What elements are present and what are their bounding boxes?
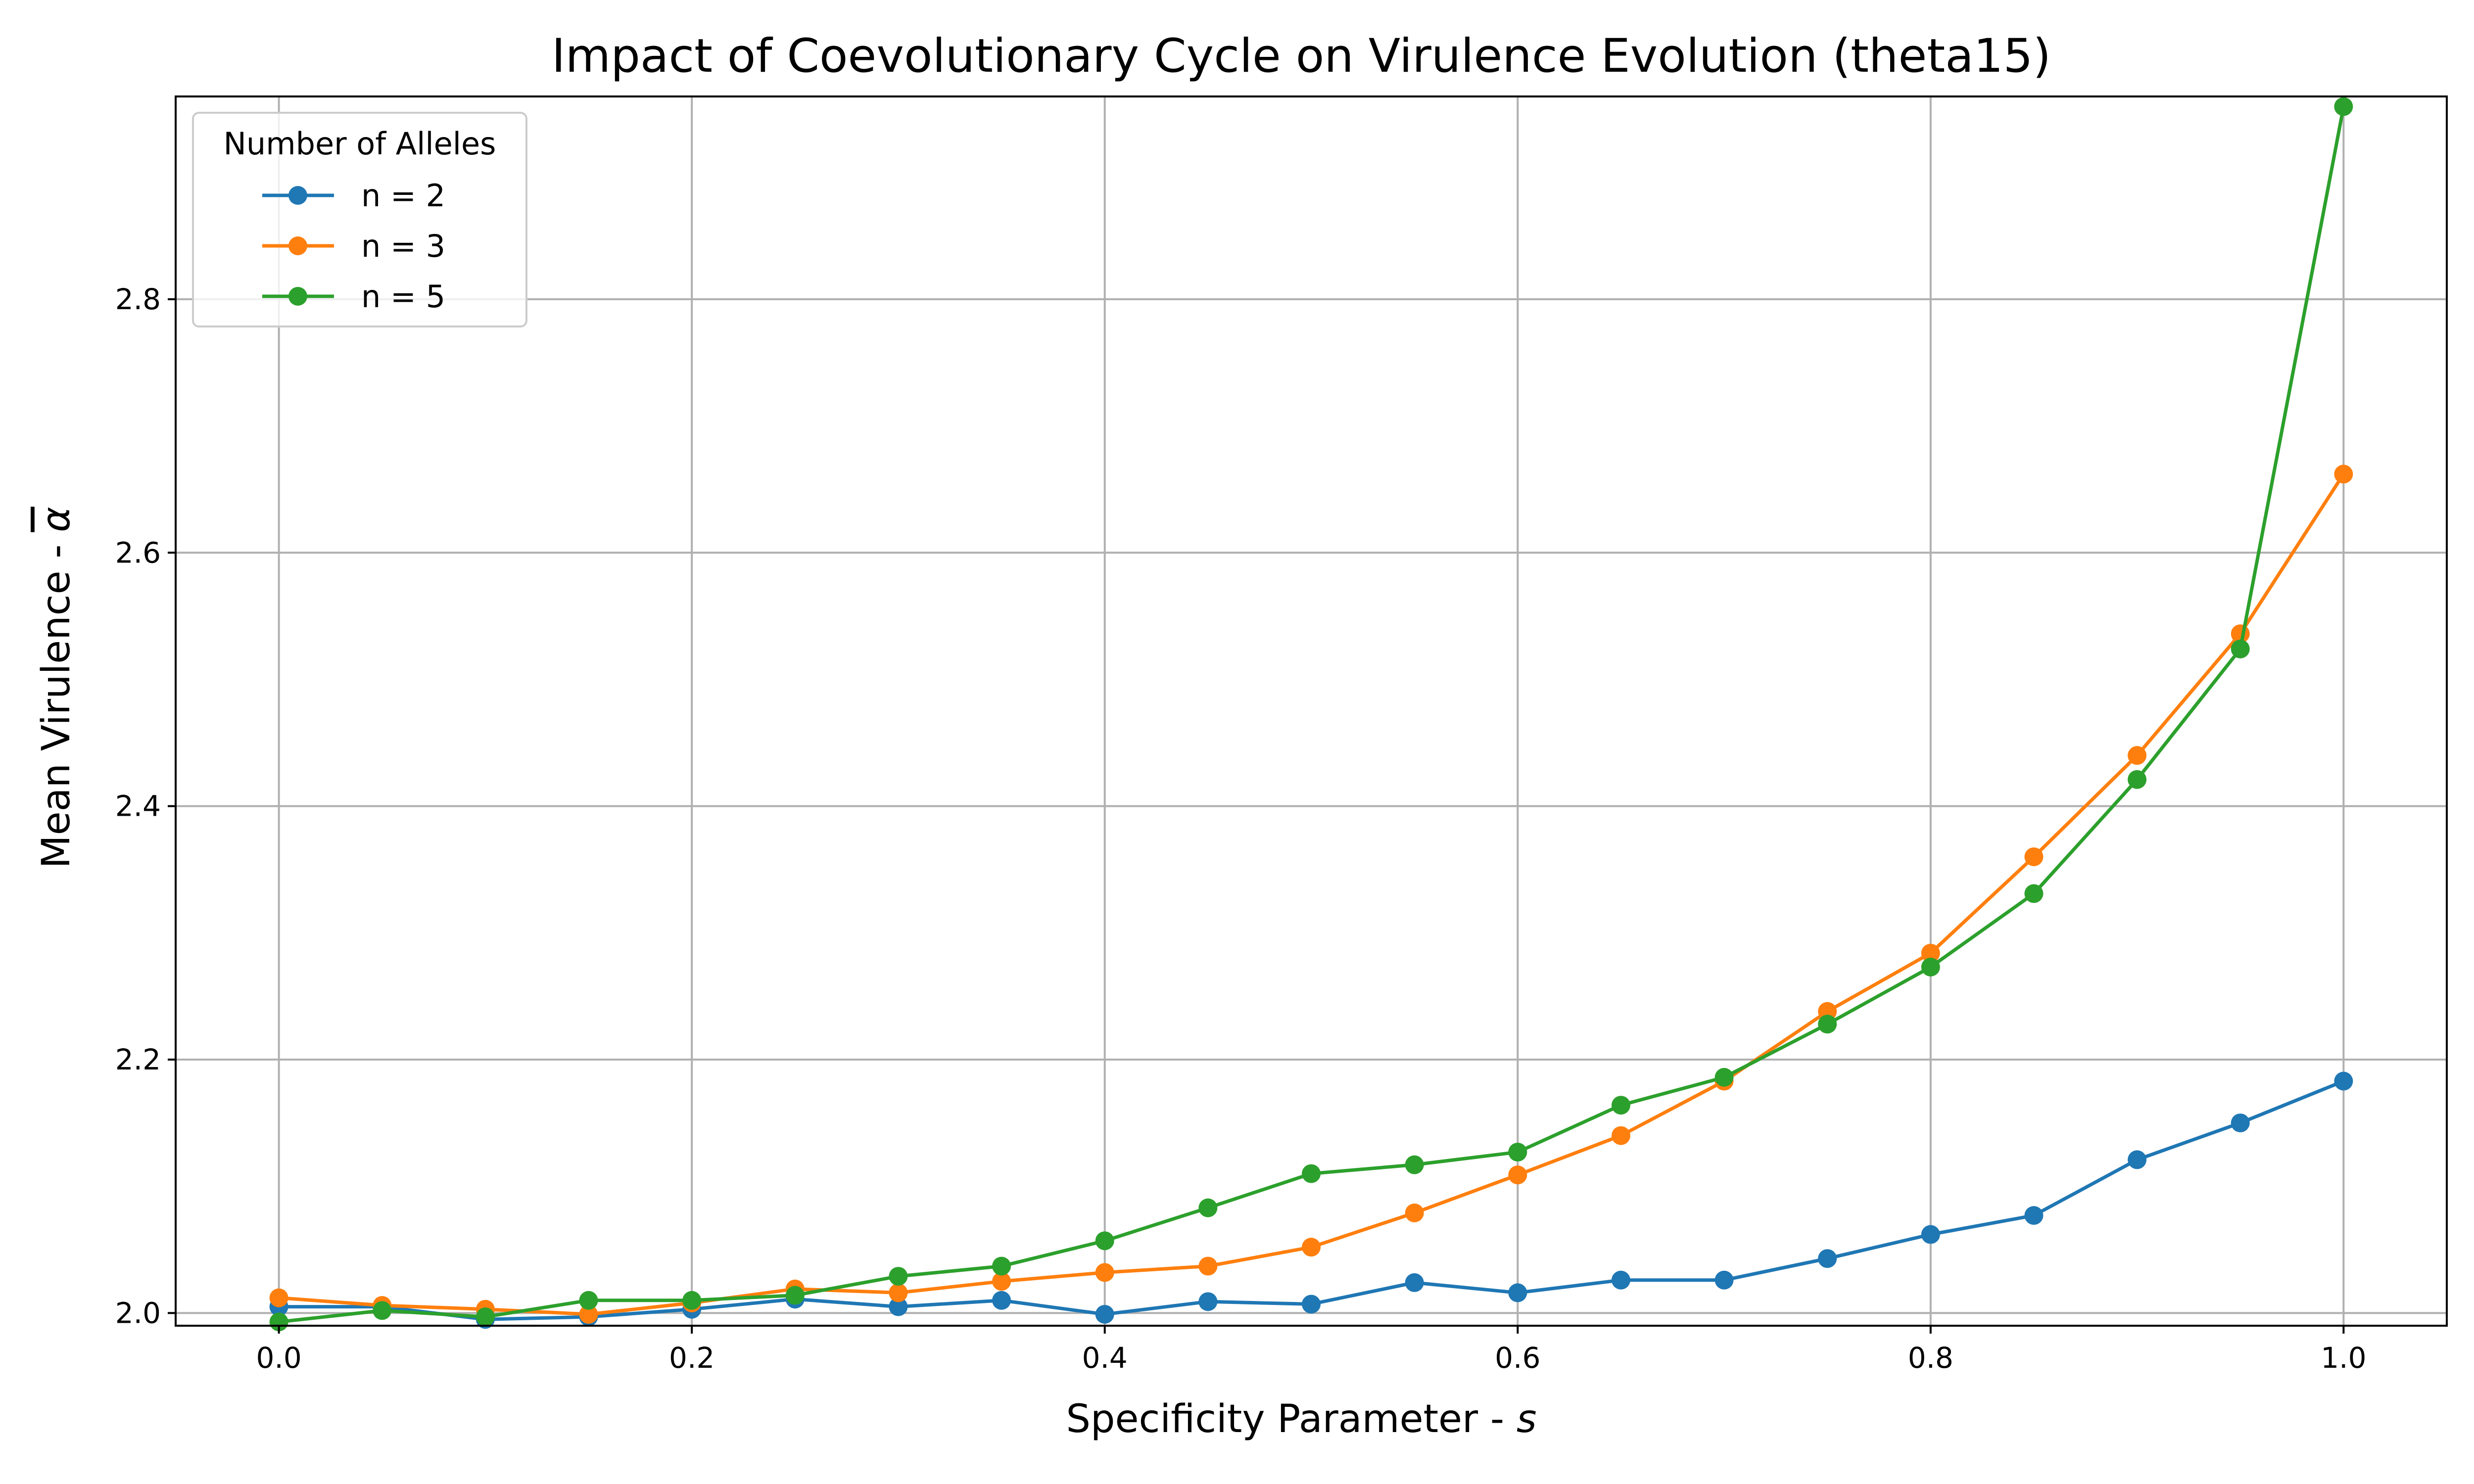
data-point [1714, 1067, 1734, 1087]
y-tick-label: 2.4 [115, 789, 161, 823]
data-point [1611, 1270, 1630, 1290]
legend-label: n = 5 [361, 278, 445, 315]
data-point [2334, 1071, 2353, 1091]
x-tick-label: 1.0 [2321, 1341, 2366, 1375]
data-point [1302, 1238, 1321, 1257]
axis-ticks: 0.0 0.2 0.4 0.6 0.8 1.0 2.0 2.2 2.4 2.6 2.8 [115, 282, 2367, 1375]
x-tick-label: 0.0 [256, 1341, 302, 1375]
data-point [2231, 639, 2250, 658]
legend-entry: n = 2 [262, 178, 445, 214]
x-tick-label: 0.8 [1908, 1341, 1953, 1375]
data-point [1714, 1270, 1734, 1290]
data-point [889, 1297, 908, 1316]
y-tick-label: 2.8 [115, 282, 161, 316]
y-axis-label-text: Mean Virulence - [34, 532, 79, 869]
legend-marker [288, 287, 307, 306]
y-tick-label: 2.2 [115, 1043, 161, 1076]
data-point [2024, 847, 2044, 867]
legend-title: Number of Alleles [224, 126, 496, 162]
data-point [1405, 1273, 1424, 1292]
y-axis-label: Mean Virulence - α [34, 507, 79, 868]
data-point [2128, 770, 2147, 789]
data-point [579, 1291, 598, 1310]
x-tick-label: 0.2 [669, 1341, 714, 1375]
y-axis-label-variable: α [34, 507, 79, 532]
data-point [992, 1291, 1011, 1310]
x-tick-label: 0.4 [1082, 1341, 1128, 1375]
legend: Number of Alleles n = 2 n = 3 n = 5 [192, 112, 527, 327]
series-3 [269, 97, 2353, 1332]
data-point [1818, 1249, 1837, 1268]
legend-entry: n = 3 [262, 228, 445, 264]
data-point [1095, 1304, 1114, 1324]
data-point [889, 1283, 908, 1302]
data-point [1405, 1203, 1424, 1222]
legend-box [192, 112, 527, 327]
data-point [1818, 1015, 1837, 1034]
data-point [1095, 1263, 1114, 1282]
data-point [1198, 1198, 1218, 1217]
series-1 [269, 1071, 2353, 1329]
y-tick-label: 2.6 [115, 536, 161, 569]
data-point [1508, 1143, 1527, 1162]
data-point [2231, 1113, 2250, 1133]
data-point [2128, 746, 2147, 765]
x-tick-label: 0.6 [1495, 1341, 1540, 1375]
data-point [1921, 943, 1940, 963]
legend-marker [288, 236, 307, 255]
legend-entry: n = 5 [262, 278, 445, 315]
x-axis-label-variable: s [1517, 1397, 1537, 1441]
data-point [1921, 957, 1940, 976]
data-point [2024, 884, 2044, 903]
data-point [2334, 97, 2353, 116]
x-axis-label: Specificity Parameter - s [1066, 1397, 1537, 1441]
legend-entries: n = 2 n = 3 n = 5 [262, 178, 445, 315]
data-point [1508, 1283, 1527, 1302]
legend-marker [288, 186, 307, 205]
data-point [2128, 1150, 2147, 1169]
plot-frame [175, 95, 2448, 1327]
data-point [1611, 1126, 1630, 1145]
data-point [476, 1307, 495, 1327]
series-group [269, 97, 2353, 1332]
data-point [2024, 1206, 2044, 1225]
data-point [1611, 1096, 1630, 1115]
grid [176, 96, 2447, 1326]
legend-label: n = 2 [361, 178, 445, 214]
data-point [1198, 1292, 1218, 1311]
data-point [1508, 1165, 1527, 1185]
data-point [889, 1267, 908, 1286]
x-axis-label-text: Specificity Parameter - [1066, 1397, 1517, 1441]
data-point [2334, 464, 2353, 484]
data-point [1095, 1231, 1114, 1251]
data-point [1921, 1225, 1940, 1244]
data-point [1302, 1164, 1321, 1183]
data-point [785, 1286, 805, 1305]
data-point [373, 1301, 392, 1320]
data-point [1198, 1256, 1218, 1276]
data-point [992, 1272, 1011, 1291]
chart-title: Impact of Coevolutionary Cycle on Virule… [552, 29, 2051, 83]
y-tick-label: 2.0 [115, 1296, 161, 1330]
legend-label: n = 3 [361, 228, 445, 264]
data-point [579, 1304, 598, 1324]
data-point [682, 1291, 702, 1310]
data-point [1302, 1295, 1321, 1314]
data-point [992, 1256, 1011, 1276]
data-point [1405, 1155, 1424, 1174]
data-point [269, 1288, 288, 1307]
